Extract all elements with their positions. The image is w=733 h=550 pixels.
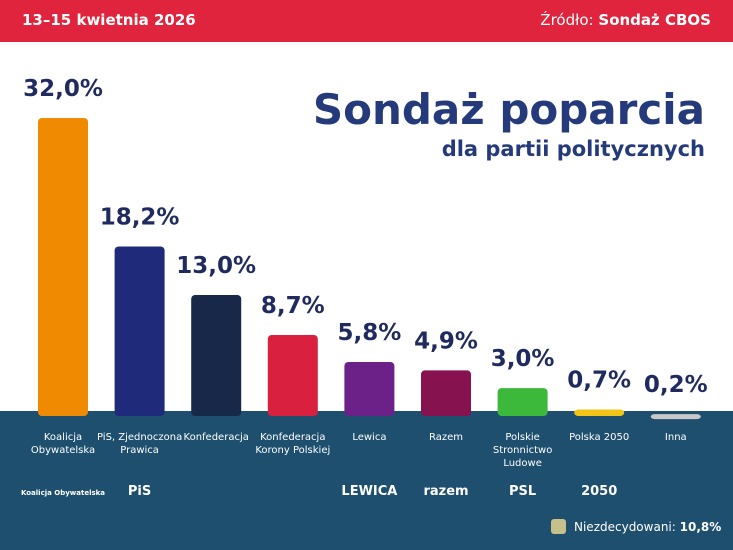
value-label: 8,7% <box>261 293 325 319</box>
bar <box>114 246 165 416</box>
bar <box>38 118 88 416</box>
value-label: 5,8% <box>338 320 402 346</box>
category-label: PiS, Zjednoczona Prawica <box>96 432 183 456</box>
undecided-label: Niezdecydowani: <box>574 519 676 534</box>
party-logo: LEWICA <box>341 484 397 499</box>
source: Źródło: Sondaż CBOS <box>540 11 711 29</box>
category-label: Polskie Stronnictwo Ludowe <box>492 432 553 469</box>
bar <box>267 334 318 416</box>
bar <box>574 409 625 416</box>
party-logo: razem <box>423 484 468 499</box>
header-band <box>0 0 733 42</box>
date: 13–15 kwietnia 2026 <box>22 11 196 29</box>
value-label: 4,9% <box>414 328 478 354</box>
category-label: Konfederacja <box>183 432 249 443</box>
chart-subtitle: dla partii politycznych <box>442 137 705 161</box>
bar <box>497 388 548 416</box>
undecided-swatch <box>551 519 566 534</box>
undecided: Niezdecydowani: 10,8% <box>551 519 721 534</box>
chart-title: Sondaż poparcia <box>313 85 705 134</box>
category-label: Lewica <box>352 432 387 443</box>
bar <box>344 361 395 416</box>
value-label: 32,0% <box>23 76 103 102</box>
bar <box>421 370 471 416</box>
value-label: 18,2% <box>100 205 180 231</box>
value-label: 0,7% <box>567 367 631 393</box>
bar <box>191 294 242 416</box>
undecided-value: 10,8% <box>679 519 722 534</box>
category-label: Konfederacja Korony Polskiej <box>255 432 331 456</box>
category-label: Razem <box>429 432 463 443</box>
party-logo: Koalicja Obywatelska <box>21 489 105 497</box>
source-name: Sondaż CBOS <box>598 11 711 29</box>
party-logo: PSL <box>509 484 536 499</box>
category-label: Polska 2050 <box>569 432 630 443</box>
value-label: 0,2% <box>644 372 708 398</box>
category-label: Inna <box>664 432 687 443</box>
source-label: Źródło: <box>540 11 594 29</box>
bar <box>650 414 701 420</box>
footer-band <box>0 411 733 550</box>
party-logo: 2050 <box>581 484 617 499</box>
party-logo: PiS <box>128 484 151 499</box>
category-label: Koalicja Obywatelska <box>30 432 96 456</box>
value-label: 13,0% <box>176 253 256 279</box>
value-label: 3,0% <box>491 346 555 372</box>
